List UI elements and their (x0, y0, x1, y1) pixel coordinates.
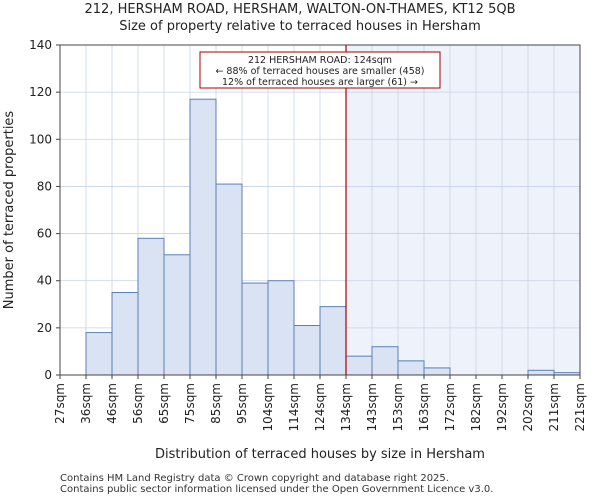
x-axis-label: Distribution of terraced houses by size … (155, 447, 485, 462)
x-tick-label: 95sqm (235, 383, 249, 424)
x-tick-label: 75sqm (183, 383, 197, 424)
larger-properties-region (346, 45, 580, 375)
bar-104sqm (267, 280, 295, 376)
y-tick-label: 20 (37, 321, 52, 335)
x-tick-label: 46sqm (105, 383, 119, 424)
annotation-line-3: 12% of terraced houses are larger (61) → (222, 77, 418, 88)
annotation-line-1: 212 HERSHAM ROAD: 124sqm (248, 55, 392, 66)
x-tick-label: 85sqm (209, 383, 223, 424)
x-tick-label: 211sqm (547, 383, 561, 431)
bar-46sqm (111, 292, 139, 376)
bar-134sqm (345, 355, 373, 376)
chart-subtitle: Size of property relative to terraced ho… (119, 19, 481, 34)
y-axis-ticks: 0 20 40 60 80 100 120 140 (29, 38, 60, 382)
y-axis-label: Number of terraced properties (2, 111, 17, 310)
x-tick-label: 27sqm (53, 383, 67, 424)
bar-56sqm (137, 237, 165, 376)
bar-124sqm (319, 306, 347, 376)
y-tick-label: 140 (29, 38, 52, 52)
bar-36sqm (85, 332, 113, 376)
y-tick-label: 100 (29, 132, 52, 146)
chart-title: 212, HERSHAM ROAD, HERSHAM, WALTON-ON-TH… (84, 2, 516, 17)
annotation-line-2: ← 88% of terraced houses are smaller (45… (215, 66, 424, 77)
y-tick-label: 0 (44, 368, 52, 382)
x-tick-label: 134sqm (339, 383, 353, 431)
bar-163sqm (423, 367, 451, 376)
bar-153sqm (397, 360, 425, 376)
y-tick-label: 80 (37, 179, 52, 193)
bar-95sqm (241, 282, 269, 376)
bar-85sqm (215, 183, 243, 376)
x-tick-label: 56sqm (131, 383, 145, 424)
y-tick-label: 40 (37, 274, 52, 288)
x-tick-label: 172sqm (443, 383, 457, 431)
x-tick-label: 124sqm (313, 383, 327, 431)
x-tick-label: 114sqm (287, 383, 301, 431)
x-tick-label: 192sqm (495, 383, 509, 431)
footer-licence: Contains public sector information licen… (60, 484, 494, 495)
x-tick-label: 143sqm (365, 383, 379, 431)
x-tick-label: 182sqm (469, 383, 483, 431)
bar-75sqm (189, 98, 217, 376)
footer-copyright: Contains HM Land Registry data © Crown c… (60, 473, 449, 484)
bar-143sqm (371, 346, 399, 376)
x-tick-label: 221sqm (573, 383, 587, 431)
bars (85, 98, 581, 376)
bar-65sqm (163, 254, 191, 376)
x-tick-label: 202sqm (521, 383, 535, 431)
x-tick-label: 104sqm (261, 383, 275, 431)
annotation-box: 212 HERSHAM ROAD: 124sqm ← 88% of terrac… (199, 51, 441, 89)
y-tick-label: 60 (37, 227, 52, 241)
x-tick-label: 163sqm (417, 383, 431, 431)
bar-202sqm (527, 369, 555, 376)
x-tick-label: 36sqm (79, 383, 93, 424)
x-tick-label: 65sqm (157, 383, 171, 424)
x-tick-label: 153sqm (391, 383, 405, 431)
y-tick-label: 120 (29, 85, 52, 99)
x-axis-ticks: 27sqm 36sqm 46sqm 56sqm 65sqm 75sqm 85sqm 95sqm… (53, 375, 587, 431)
bar-114sqm (293, 325, 321, 376)
histogram-chart: 0 20 40 60 80 100 120 140 27sqm 36sqm 46sqm 56sqm 6… (2, 38, 587, 462)
